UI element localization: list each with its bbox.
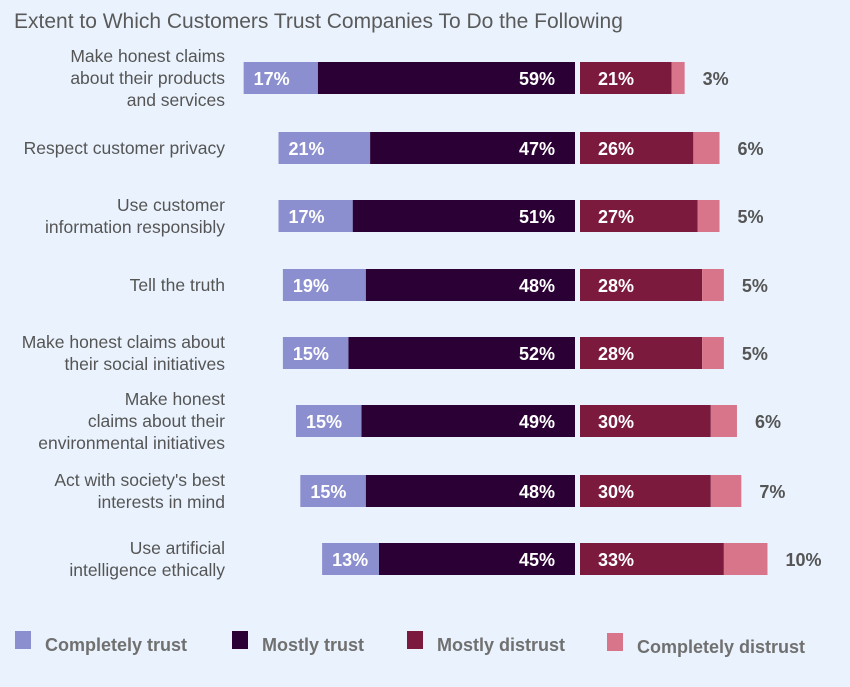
bar-completely-distrust [710, 405, 737, 437]
bar-completely-trust [278, 132, 371, 164]
bar-mostly-distrust [580, 62, 672, 94]
value-label-mostly-trust: 59% [519, 69, 555, 89]
legend-swatch [607, 633, 623, 651]
value-label-mostly-distrust: 28% [598, 344, 634, 364]
legend-label: Completely distrust [637, 637, 805, 657]
category-label: Use artificial [130, 538, 225, 558]
value-label-mostly-distrust: 27% [598, 207, 634, 227]
bar-completely-distrust [710, 475, 742, 507]
value-label-completely-trust: 17% [254, 69, 290, 89]
category-label: their social initiatives [65, 354, 226, 374]
bar-mostly-trust [348, 337, 575, 369]
bar-mostly-trust [365, 475, 575, 507]
value-label-completely-distrust: 10% [785, 550, 821, 570]
bar-mostly-trust [361, 405, 575, 437]
legend-swatch [407, 631, 423, 649]
category-label: Use customer [117, 195, 225, 215]
bar-mostly-trust [365, 269, 575, 301]
category-label: Make honest claims [70, 46, 225, 66]
category-label: claims about their [88, 411, 225, 431]
category-label: Make honest [125, 389, 225, 409]
bar-mostly-distrust [580, 405, 711, 437]
value-label-completely-distrust: 5% [738, 207, 764, 227]
bar-mostly-trust [378, 543, 575, 575]
bar-mostly-distrust [580, 475, 711, 507]
category-label: Tell the truth [130, 275, 225, 295]
value-label-completely-distrust: 6% [738, 139, 764, 159]
legend-label: Completely trust [45, 635, 187, 655]
legend-swatch [232, 631, 248, 649]
bar-mostly-distrust [580, 337, 703, 369]
chart-title: Extent to Which Customers Trust Companie… [14, 10, 623, 33]
bar-mostly-distrust [580, 543, 724, 575]
bar-completely-trust [295, 405, 362, 437]
value-label-completely-trust: 19% [293, 276, 329, 296]
value-label-completely-distrust: 7% [759, 482, 785, 502]
value-label-mostly-trust: 45% [519, 550, 555, 570]
bar-completely-trust [300, 475, 366, 507]
value-label-mostly-trust: 51% [519, 207, 555, 227]
bar-completely-distrust [702, 337, 724, 369]
value-label-mostly-distrust: 28% [598, 276, 634, 296]
bar-completely-trust [282, 269, 366, 301]
bar-mostly-distrust [580, 132, 694, 164]
bar-completely-distrust [697, 200, 720, 232]
category-label: Respect customer privacy [24, 138, 226, 158]
value-label-mostly-trust: 48% [519, 482, 555, 502]
category-label: Make honest claims about [22, 332, 225, 352]
bar-mostly-distrust [580, 200, 698, 232]
category-label: and services [127, 90, 225, 110]
bar-completely-distrust [702, 269, 724, 301]
value-label-mostly-distrust: 30% [598, 482, 634, 502]
legend-swatch [15, 631, 31, 649]
bar-completely-trust [243, 62, 318, 94]
bar-completely-trust [322, 543, 379, 575]
legend-label: Mostly distrust [437, 635, 565, 655]
value-label-completely-trust: 15% [310, 482, 346, 502]
value-label-completely-distrust: 3% [703, 69, 729, 89]
category-label: Act with society's best [54, 470, 225, 490]
value-label-completely-distrust: 6% [755, 412, 781, 432]
value-label-completely-trust: 15% [306, 412, 342, 432]
value-label-mostly-trust: 52% [519, 344, 555, 364]
value-label-completely-distrust: 5% [742, 276, 768, 296]
bar-completely-distrust [693, 132, 720, 164]
value-label-mostly-trust: 47% [519, 139, 555, 159]
category-label: intelligence ethically [69, 560, 225, 580]
bar-completely-trust [278, 200, 353, 232]
value-label-mostly-distrust: 26% [598, 139, 634, 159]
value-label-completely-trust: 17% [289, 207, 325, 227]
value-label-mostly-trust: 48% [519, 276, 555, 296]
value-label-mostly-trust: 49% [519, 412, 555, 432]
value-label-completely-distrust: 5% [742, 344, 768, 364]
bar-mostly-trust [370, 132, 575, 164]
value-label-mostly-distrust: 21% [598, 69, 634, 89]
value-label-mostly-distrust: 33% [598, 550, 634, 570]
category-label: environmental initiatives [38, 433, 225, 453]
bar-mostly-distrust [580, 269, 703, 301]
bar-completely-distrust [671, 62, 685, 94]
category-label: information responsibly [45, 217, 225, 237]
bar-mostly-trust [317, 62, 575, 94]
bar-completely-trust [282, 337, 349, 369]
value-label-completely-trust: 21% [289, 139, 325, 159]
legend-label: Mostly trust [262, 635, 364, 655]
value-label-completely-trust: 15% [293, 344, 329, 364]
category-label: about their products [70, 68, 225, 88]
bar-completely-distrust [723, 543, 768, 575]
value-label-completely-trust: 13% [332, 550, 368, 570]
value-label-mostly-distrust: 30% [598, 412, 634, 432]
category-label: interests in mind [98, 492, 225, 512]
bar-mostly-trust [352, 200, 575, 232]
